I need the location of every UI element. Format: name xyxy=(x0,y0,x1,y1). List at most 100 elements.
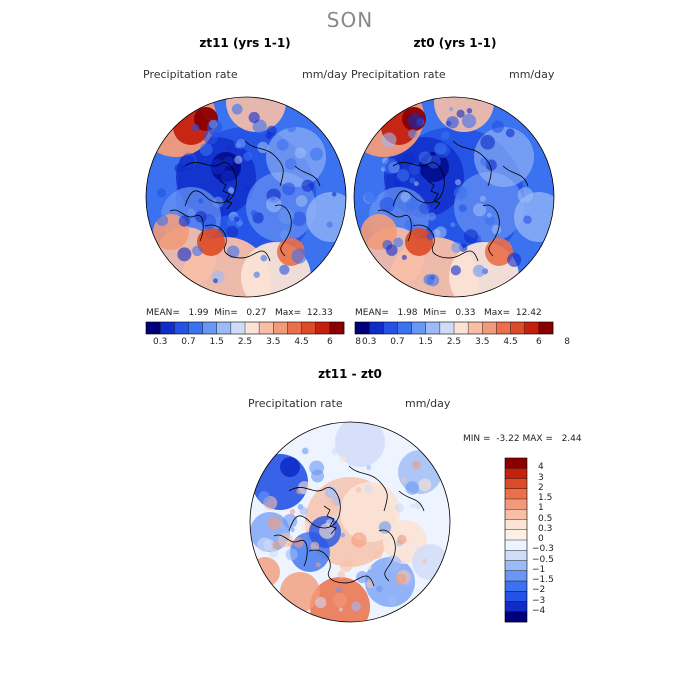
panel2-min-label: Min= xyxy=(423,308,447,318)
panel2-colorbar-tick-label: 4.5 xyxy=(503,337,518,347)
panel3-max-value: 2.44 xyxy=(561,434,582,444)
panel3-colorbar-tick-label: 2 xyxy=(538,482,544,493)
panel1-min-value: 0.27 xyxy=(246,308,267,318)
panel1-colorbar-swatch xyxy=(245,322,260,334)
panel2-colorbar-swatch xyxy=(355,322,370,334)
panel1-colorbar-ticks: 0.3 0.7 1.5 2.5 3.5 4.5 6 8 xyxy=(146,337,361,349)
panel2-colorbar-tick-label: 3.5 xyxy=(475,337,490,347)
panel3-colorbar-swatch xyxy=(505,591,527,602)
panel1-colorbar-swatch xyxy=(315,322,331,334)
panel2-colorbar-swatch xyxy=(383,322,398,334)
panel3-colorbar-swatch xyxy=(505,478,527,490)
panel3-variable-label: Precipitation rate xyxy=(248,397,343,410)
panel1-colorbar-tick-label: 2.5 xyxy=(237,337,253,347)
panel2-max-value: 12.42 xyxy=(515,308,542,318)
panel3-title: zt11 - zt0 xyxy=(318,367,382,381)
panel2-colorbar-tick-label: 8 xyxy=(564,337,571,347)
panel3-colorbar-ticks: 4 3 2 1.5 1 0.5 0.3 0 −0.3 −0.5 −1 −1.5 −2 −3 −4 xyxy=(532,458,572,622)
panel2-colorbar-tick-label: 2.5 xyxy=(446,337,462,347)
panel1-colorbar-swatch xyxy=(273,322,288,334)
panel1-colorbar-tick-label: 0.7 xyxy=(181,337,196,347)
panel2-colorbar-tick-label: 6 xyxy=(535,337,542,347)
panel2-colorbar-swatch xyxy=(524,322,540,334)
panel3-colorbar-tick-label: −0.5 xyxy=(532,554,554,565)
panel1-max-label: Max= xyxy=(275,308,302,318)
panel1-colorbar-swatch xyxy=(216,322,232,334)
panel3-colorbar-tick-label: −0.3 xyxy=(532,544,554,555)
panel2-colorbar-tick-label: 0.7 xyxy=(390,337,405,347)
panel1-colorbar-tick-label: 8 xyxy=(355,337,362,347)
panel2-colorbar-swatch xyxy=(496,322,511,334)
panel3-colorbar-swatch xyxy=(505,601,527,613)
panel1-map xyxy=(145,96,347,298)
panel2-colorbar-tick-label: 1.5 xyxy=(418,337,433,347)
panel3-colorbar-swatch xyxy=(505,540,527,551)
panel1-colorbar-tick-label: 1.5 xyxy=(209,337,224,347)
panel2-units-label: mm/day xyxy=(509,68,555,81)
panel3-max-label: MAX = xyxy=(522,434,553,444)
panel2-colorbar-swatch xyxy=(439,322,455,334)
panel1-stats: MEAN= 1.99 Min= 0.27 Max= 12.33 xyxy=(146,308,333,318)
panel3-colorbar-swatch xyxy=(505,560,527,572)
panel3-colorbar-tick-label: 0.5 xyxy=(538,513,553,524)
panel3-min-label: MIN = xyxy=(463,434,491,444)
panel1-colorbar-tick-label: 4.5 xyxy=(294,337,309,347)
panel2-colorbar-ticks: 0.3 0.7 1.5 2.5 3.5 4.5 6 8 xyxy=(355,337,570,349)
panel1-colorbar-swatch xyxy=(287,322,302,334)
panel3-colorbar-tick-label: −1 xyxy=(532,564,546,575)
panel2-min-value: 0.33 xyxy=(455,308,476,318)
panel1-colorbar-tick-label: 0.3 xyxy=(152,337,168,347)
panel3-colorbar-swatch xyxy=(505,611,527,623)
panel2-colorbar-swatch xyxy=(411,322,427,334)
panel1-colorbar-swatch xyxy=(160,322,175,334)
panel3-colorbar-swatch xyxy=(505,550,527,561)
panel1-colorbar-swatch xyxy=(202,322,218,334)
panel1-units-label: mm/day xyxy=(302,68,348,81)
panel1-colorbar-swatch xyxy=(174,322,189,334)
panel3-colorbar-swatch xyxy=(505,519,527,531)
panel2-colorbar-swatch xyxy=(425,322,441,334)
panel3-colorbar-tick-label: 1 xyxy=(538,503,544,514)
panel1-colorbar-swatch xyxy=(329,322,345,334)
panel1-min-label: Min= xyxy=(214,308,238,318)
panel3-minmax: MIN = -3.22 MAX = 2.44 xyxy=(463,434,582,444)
panel3-colorbar xyxy=(504,457,528,623)
panel3-colorbar-tick-label: −4 xyxy=(532,605,546,616)
panel2-colorbar-swatch xyxy=(369,322,384,334)
panel3-colorbar-tick-label: 0.3 xyxy=(538,523,553,534)
panel3-colorbar-swatch xyxy=(505,509,527,520)
panel2-stats: MEAN= 1.98 Min= 0.33 Max= 12.42 xyxy=(355,308,542,318)
panel1-colorbar-swatch xyxy=(301,322,317,334)
panel3-units-label: mm/day xyxy=(405,397,451,410)
panel1-colorbar-swatch xyxy=(188,322,203,334)
panel2-map xyxy=(353,96,555,298)
season-title: SON xyxy=(326,8,374,32)
panel2-max-label: Max= xyxy=(484,308,511,318)
panel2-colorbar-swatch xyxy=(482,322,497,334)
panel3-colorbar-tick-label: −1.5 xyxy=(532,575,554,585)
panel3-colorbar-swatch xyxy=(505,458,527,469)
panel1-colorbar-tick-label: 3.5 xyxy=(266,337,281,347)
panel1-colorbar-tick-label: 6 xyxy=(326,337,333,347)
panel3-colorbar-swatch xyxy=(505,581,527,592)
panel1-title: zt11 (yrs 1-1) xyxy=(199,36,291,50)
panel2-colorbar-swatch xyxy=(468,322,483,334)
panel3-colorbar-tick-label: 1.5 xyxy=(538,493,553,503)
panel3-colorbar-swatch xyxy=(505,468,527,479)
panel3-colorbar-tick-label: 0 xyxy=(538,534,544,544)
panel2-variable-label: Precipitation rate xyxy=(351,68,446,81)
panel1-max-value: 12.33 xyxy=(306,308,333,318)
panel2-mean-label: MEAN= xyxy=(355,308,389,318)
panel1-colorbar-swatch xyxy=(259,322,274,334)
panel2-colorbar-swatch xyxy=(510,322,526,334)
panel2-colorbar-tick-label: 0.3 xyxy=(361,337,377,347)
panel2-colorbar xyxy=(354,321,554,335)
panel3-map xyxy=(249,421,451,623)
panel1-variable-label: Precipitation rate xyxy=(143,68,238,81)
panel1-colorbar xyxy=(145,321,345,335)
panel1-colorbar-swatch xyxy=(230,322,246,334)
panel3-colorbar-tick-label: 3 xyxy=(538,472,544,483)
panel2-title: zt0 (yrs 1-1) xyxy=(413,36,497,50)
panel1-mean-label: MEAN= xyxy=(146,308,180,318)
panel2-colorbar-swatch xyxy=(538,322,554,334)
